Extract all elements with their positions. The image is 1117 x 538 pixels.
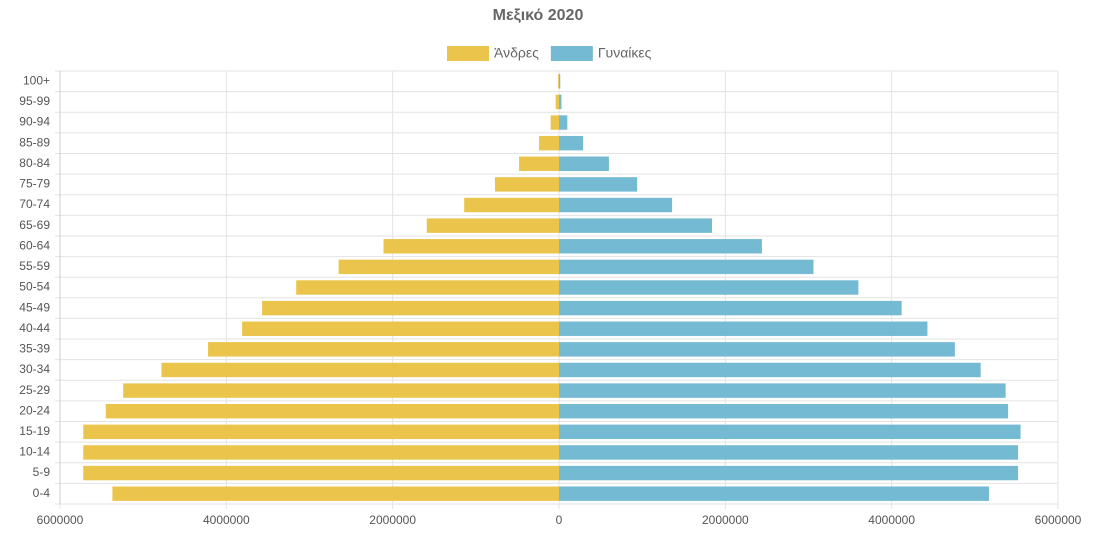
legend-swatch bbox=[550, 46, 593, 61]
y-tick-label: 30-34 bbox=[19, 362, 50, 376]
y-tick-label: 90-94 bbox=[19, 115, 50, 129]
y-tick-label: 50-54 bbox=[19, 280, 50, 294]
bar bbox=[296, 280, 559, 295]
bar bbox=[208, 342, 559, 357]
bar bbox=[83, 445, 559, 460]
y-tick-label: 0-4 bbox=[33, 486, 51, 500]
bar bbox=[383, 239, 559, 254]
bar bbox=[83, 465, 559, 481]
bar bbox=[559, 177, 638, 192]
bar bbox=[559, 156, 609, 172]
bar bbox=[464, 197, 559, 213]
y-tick-label: 80-84 bbox=[19, 156, 50, 170]
x-tick-label: 4000000 bbox=[203, 513, 250, 527]
bar bbox=[559, 218, 713, 233]
y-tick-label: 75-79 bbox=[19, 177, 50, 191]
bar bbox=[539, 135, 559, 151]
bar bbox=[555, 94, 559, 110]
bar bbox=[559, 342, 955, 357]
y-tick-label: 60-64 bbox=[19, 238, 50, 252]
bar bbox=[559, 321, 928, 336]
x-tick-label: 6000000 bbox=[37, 513, 84, 527]
x-tick-label: 0 bbox=[556, 513, 563, 527]
bar bbox=[559, 486, 989, 501]
bar bbox=[559, 239, 762, 254]
y-tick-label: 25-29 bbox=[19, 383, 50, 397]
chart-title: Μεξικό 2020 bbox=[493, 7, 584, 24]
bar bbox=[558, 74, 559, 89]
bar bbox=[559, 74, 561, 89]
x-tick-label: 2000000 bbox=[369, 513, 416, 527]
bar bbox=[559, 445, 1019, 460]
bar bbox=[559, 403, 1009, 419]
y-tick-label: 10-14 bbox=[19, 445, 50, 459]
bar bbox=[559, 362, 981, 378]
y-tick-label: 40-44 bbox=[19, 321, 50, 335]
y-tick-label: 70-74 bbox=[19, 197, 50, 211]
bar bbox=[83, 424, 559, 440]
bar bbox=[559, 135, 584, 151]
y-tick-label: 100+ bbox=[23, 73, 50, 87]
legend-label: Άνδρες bbox=[494, 45, 539, 61]
bar bbox=[550, 115, 559, 130]
bar bbox=[559, 280, 859, 295]
y-tick-label: 45-49 bbox=[19, 300, 50, 314]
legend-label: Γυναίκες bbox=[598, 45, 652, 61]
y-tick-label: 85-89 bbox=[19, 135, 50, 149]
y-tick-label: 65-69 bbox=[19, 218, 50, 232]
y-tick-label: 5-9 bbox=[33, 465, 51, 479]
y-tick-label: 55-59 bbox=[19, 259, 50, 273]
bar bbox=[123, 383, 559, 398]
bar bbox=[161, 362, 560, 378]
bar bbox=[559, 94, 562, 110]
bar bbox=[559, 115, 568, 130]
bar bbox=[559, 197, 673, 213]
x-tick-label: 6000000 bbox=[1035, 513, 1082, 527]
bar bbox=[519, 156, 559, 172]
bar bbox=[242, 321, 559, 336]
y-tick-label: 20-24 bbox=[19, 403, 50, 417]
bar bbox=[338, 259, 559, 275]
bar bbox=[494, 177, 559, 192]
bar bbox=[559, 300, 902, 316]
bar bbox=[262, 300, 559, 316]
bar bbox=[112, 486, 560, 501]
x-tick-label: 4000000 bbox=[868, 513, 915, 527]
bar bbox=[426, 218, 559, 233]
bar bbox=[559, 259, 814, 275]
bar bbox=[559, 424, 1021, 440]
bar bbox=[559, 465, 1019, 481]
bar bbox=[105, 403, 559, 419]
y-tick-label: 35-39 bbox=[19, 342, 50, 356]
y-tick-label: 95-99 bbox=[19, 94, 50, 108]
y-tick-label: 15-19 bbox=[19, 424, 50, 438]
bar bbox=[559, 383, 1006, 398]
legend-swatch bbox=[447, 46, 489, 61]
x-tick-label: 2000000 bbox=[702, 513, 749, 527]
